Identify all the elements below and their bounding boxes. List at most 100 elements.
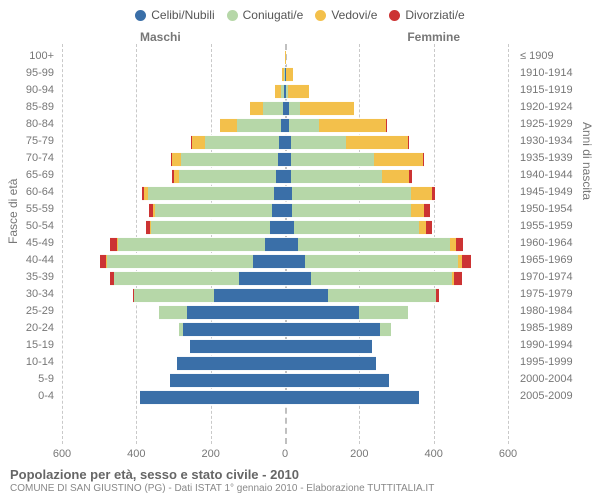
bar-segment xyxy=(274,186,285,201)
female-bar xyxy=(285,390,419,405)
y-right-label: 2005-2009 xyxy=(520,390,573,403)
female-bar xyxy=(285,152,424,167)
y-right-label: 1975-1979 xyxy=(520,288,573,301)
table-row xyxy=(62,356,508,371)
male-bar xyxy=(275,84,285,99)
male-bar xyxy=(172,169,285,184)
x-tick-label: 200 xyxy=(201,448,219,460)
y-right-label: 2000-2004 xyxy=(520,373,573,386)
bar-segment xyxy=(253,254,285,269)
bar-segment xyxy=(359,305,407,320)
legend: Celibi/NubiliConiugati/eVedovi/eDivorzia… xyxy=(0,8,600,24)
y-right-label: 1990-1994 xyxy=(520,339,573,352)
bar-segment xyxy=(454,271,461,286)
footer-subtitle: COMUNE DI SAN GIUSTINO (PG) - Dati ISTAT… xyxy=(10,483,590,494)
bar-segment xyxy=(285,390,419,405)
footer-title: Popolazione per età, sesso e stato civil… xyxy=(10,467,590,482)
bar-segment xyxy=(289,101,300,116)
x-tick-label: 600 xyxy=(53,448,71,460)
table-row xyxy=(62,390,508,405)
bar-segment xyxy=(305,254,457,269)
y-axis-left: 100+95-9990-9485-8980-8475-7970-7465-696… xyxy=(0,44,58,444)
table-row xyxy=(62,339,508,354)
bar-segment xyxy=(292,203,411,218)
table-row xyxy=(62,50,508,65)
male-bar xyxy=(177,356,285,371)
bar-segment xyxy=(291,169,382,184)
bar-segment xyxy=(159,305,187,320)
y-left-label: 85-89 xyxy=(26,101,54,114)
female-bar xyxy=(285,288,439,303)
male-bar xyxy=(110,237,285,252)
male-bar xyxy=(170,373,285,388)
female-bar xyxy=(285,237,463,252)
bar-segment xyxy=(263,101,283,116)
x-tick-label: 600 xyxy=(499,448,517,460)
y-right-label: 1950-1954 xyxy=(520,203,573,216)
bars xyxy=(62,44,508,401)
male-bar xyxy=(110,271,285,286)
bar-segment xyxy=(237,118,282,133)
y-left-label: 75-79 xyxy=(26,135,54,148)
y-left-label: 70-74 xyxy=(26,152,54,165)
bar-segment xyxy=(311,271,452,286)
y-right-label: 1940-1944 xyxy=(520,169,573,182)
bar-segment xyxy=(382,169,410,184)
bar-segment xyxy=(289,118,319,133)
bar-segment xyxy=(114,271,239,286)
bar-segment xyxy=(148,186,274,201)
y-left-label: 60-64 xyxy=(26,186,54,199)
bar-segment xyxy=(380,322,391,337)
bar-segment xyxy=(424,203,430,218)
legend-swatch xyxy=(227,10,238,21)
male-bar xyxy=(191,135,285,150)
y-right-label: 1980-1984 xyxy=(520,305,573,318)
legend-item: Divorziati/e xyxy=(389,8,464,22)
bar-segment xyxy=(319,118,386,133)
y-right-label: 1935-1939 xyxy=(520,152,573,165)
bar-segment xyxy=(285,322,380,337)
legend-item: Vedovi/e xyxy=(315,8,377,22)
y-left-label: 55-59 xyxy=(26,203,54,216)
bar-segment xyxy=(408,135,409,150)
y-left-label: 90-94 xyxy=(26,84,54,97)
y-right-label: 1970-1974 xyxy=(520,271,573,284)
y-left-label: 100+ xyxy=(29,50,54,63)
footer: Popolazione per età, sesso e stato civil… xyxy=(10,467,590,494)
bar-segment xyxy=(285,254,305,269)
table-row xyxy=(62,67,508,82)
y-right-label: 1945-1949 xyxy=(520,186,573,199)
y-right-label: 1925-1929 xyxy=(520,118,573,131)
male-bar xyxy=(171,152,285,167)
bar-segment xyxy=(436,288,440,303)
bar-segment xyxy=(278,152,285,167)
y-left-label: 40-44 xyxy=(26,254,54,267)
bar-segment xyxy=(151,220,270,235)
bar-segment xyxy=(179,169,276,184)
bar-segment xyxy=(285,186,292,201)
bar-segment xyxy=(239,271,285,286)
male-bar xyxy=(149,203,285,218)
bar-segment xyxy=(285,356,376,371)
bar-segment xyxy=(220,118,237,133)
x-tick-label: 0 xyxy=(282,448,288,460)
y-right-label: 1960-1964 xyxy=(520,237,573,250)
bar-segment xyxy=(265,237,285,252)
bar-segment xyxy=(286,67,293,82)
bar-segment xyxy=(285,220,294,235)
y-right-label: 1930-1934 xyxy=(520,135,573,148)
legend-label: Vedovi/e xyxy=(331,8,377,22)
y-left-label: 35-39 xyxy=(26,271,54,284)
bar-segment xyxy=(140,390,285,405)
y-left-label: 25-29 xyxy=(26,305,54,318)
bar-segment xyxy=(205,135,279,150)
x-tick-label: 400 xyxy=(127,448,145,460)
y-left-label: 5-9 xyxy=(38,373,54,386)
chart-area xyxy=(62,44,508,444)
female-bar xyxy=(285,356,376,371)
bar-segment xyxy=(285,339,372,354)
legend-swatch xyxy=(135,10,146,21)
female-bar xyxy=(285,254,471,269)
male-bar xyxy=(142,186,285,201)
legend-label: Celibi/Nubili xyxy=(151,8,214,22)
